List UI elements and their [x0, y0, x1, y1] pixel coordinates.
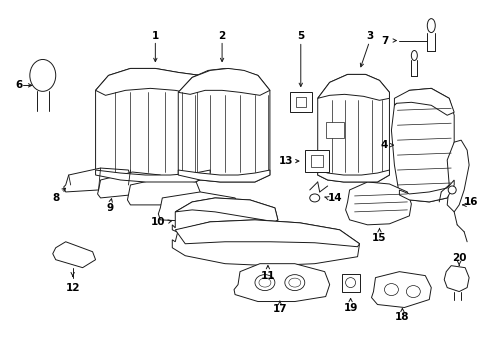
Text: 13: 13	[278, 156, 292, 166]
Bar	[310, 155, 322, 167]
Polygon shape	[178, 68, 269, 95]
Polygon shape	[317, 170, 388, 182]
Ellipse shape	[254, 275, 274, 291]
Polygon shape	[390, 88, 453, 202]
Polygon shape	[317, 75, 388, 182]
Text: 3: 3	[365, 31, 372, 41]
Text: 17: 17	[272, 305, 286, 315]
Text: 14: 14	[326, 193, 341, 203]
Ellipse shape	[30, 59, 56, 91]
Polygon shape	[178, 170, 269, 182]
Text: 19: 19	[343, 302, 357, 312]
Polygon shape	[95, 68, 210, 95]
Text: 8: 8	[52, 193, 59, 203]
Text: 1: 1	[151, 31, 159, 41]
Text: 4: 4	[380, 140, 387, 150]
Polygon shape	[172, 198, 277, 240]
Polygon shape	[443, 266, 468, 292]
Text: 18: 18	[394, 312, 409, 323]
Polygon shape	[394, 88, 453, 115]
Bar	[341, 274, 359, 292]
Polygon shape	[447, 140, 468, 212]
Ellipse shape	[259, 278, 270, 287]
Text: 15: 15	[371, 233, 386, 243]
Text: 7: 7	[380, 36, 387, 46]
Ellipse shape	[384, 284, 398, 296]
Polygon shape	[158, 192, 240, 222]
Polygon shape	[345, 182, 410, 225]
Text: 2: 2	[218, 31, 225, 41]
Text: 5: 5	[297, 31, 304, 41]
Polygon shape	[399, 180, 453, 202]
Text: 11: 11	[260, 271, 275, 281]
Ellipse shape	[285, 275, 304, 291]
Polygon shape	[127, 178, 200, 205]
Polygon shape	[175, 198, 277, 222]
Bar	[289, 92, 311, 112]
Ellipse shape	[406, 285, 420, 298]
Bar	[304, 150, 328, 172]
Polygon shape	[95, 170, 210, 182]
Polygon shape	[175, 220, 359, 247]
Ellipse shape	[288, 278, 300, 287]
Polygon shape	[95, 68, 210, 182]
Text: 12: 12	[65, 283, 80, 293]
Polygon shape	[371, 272, 430, 307]
Text: 16: 16	[463, 197, 477, 207]
Ellipse shape	[345, 278, 355, 288]
Ellipse shape	[427, 19, 434, 32]
Polygon shape	[317, 75, 388, 100]
Text: 9: 9	[107, 203, 114, 213]
Text: 10: 10	[151, 217, 165, 227]
Bar	[295, 97, 305, 107]
Polygon shape	[63, 168, 130, 192]
Ellipse shape	[309, 194, 319, 202]
Polygon shape	[178, 68, 269, 182]
Ellipse shape	[447, 186, 455, 194]
Polygon shape	[98, 172, 162, 198]
Polygon shape	[234, 264, 329, 302]
Text: 20: 20	[451, 253, 466, 263]
Ellipse shape	[410, 50, 416, 60]
Polygon shape	[172, 220, 359, 266]
Polygon shape	[53, 242, 95, 268]
Bar	[325, 122, 343, 138]
Text: 6: 6	[15, 80, 22, 90]
